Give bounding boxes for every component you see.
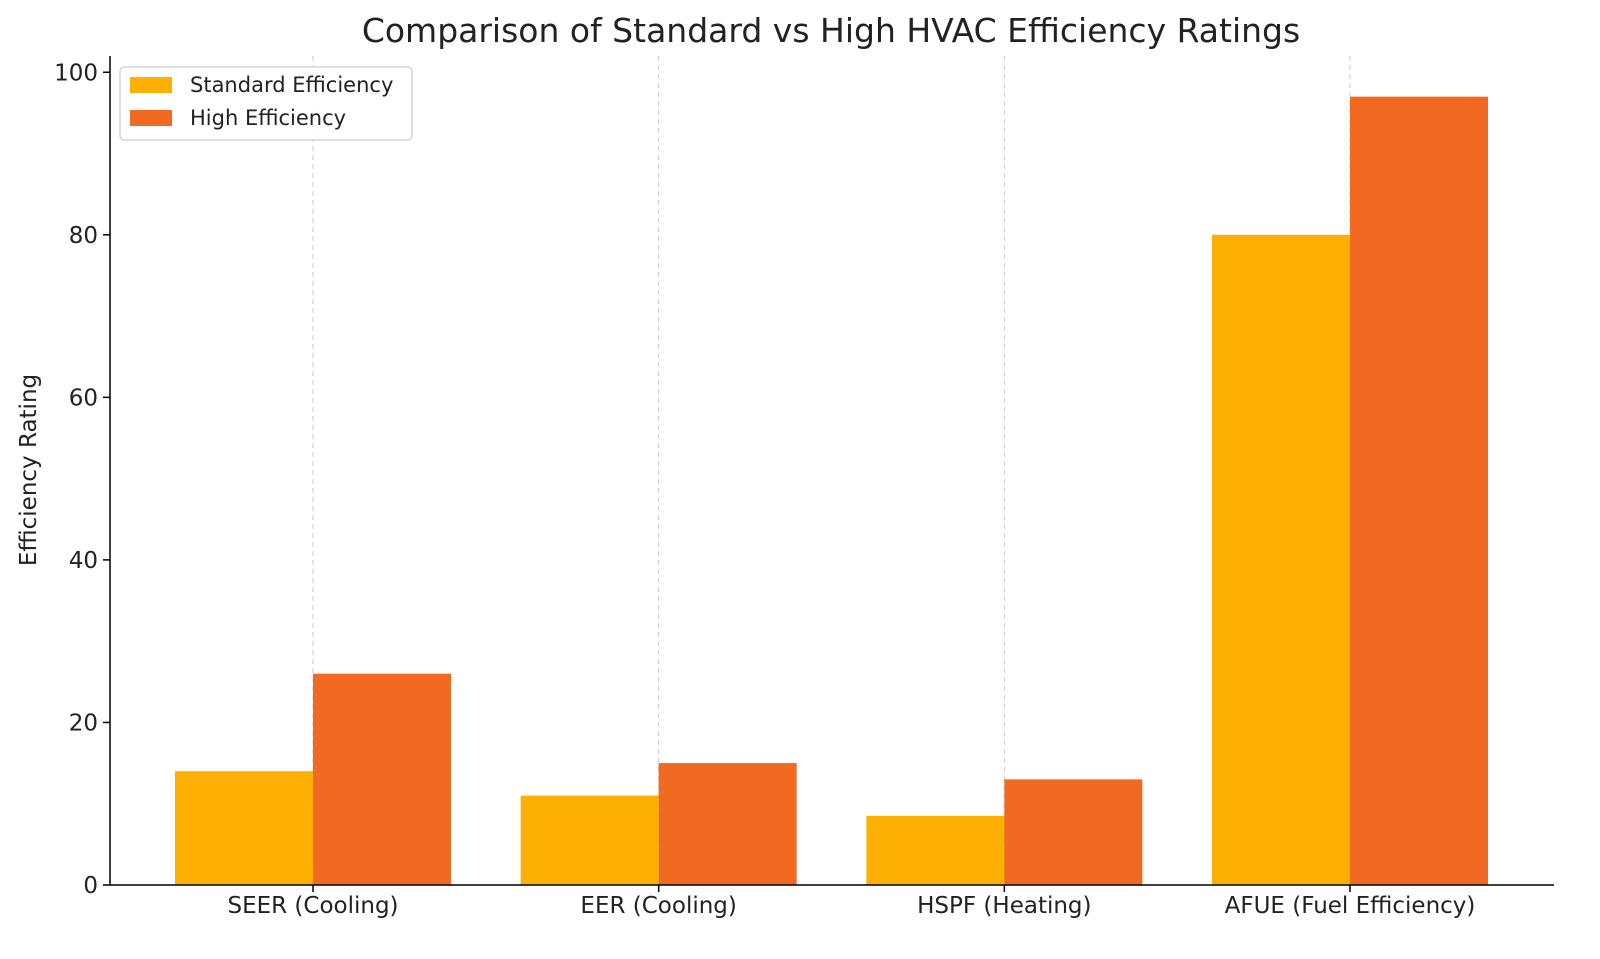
- bar-standard-1: [520, 795, 659, 885]
- y-tick-label: 40: [69, 548, 98, 574]
- x-tick-label: HSPF (Heating): [917, 893, 1091, 919]
- x-tick-label: AFUE (Fuel Efficiency): [1225, 893, 1476, 919]
- y-axis-label: Efficiency Rating: [16, 374, 42, 566]
- legend-swatch: [130, 77, 172, 93]
- y-tick-label: 80: [69, 223, 98, 249]
- y-tick-label: 0: [83, 873, 98, 899]
- legend: Standard Efficiency High Efficiency: [119, 66, 413, 141]
- bar-standard-2: [866, 815, 1005, 885]
- bar-high-2: [1004, 779, 1143, 885]
- legend-box: [119, 66, 413, 141]
- x-tick-label: SEER (Cooling): [227, 893, 398, 919]
- x-tick-label: EER (Cooling): [580, 893, 736, 919]
- legend-label: Standard Efficiency: [190, 73, 393, 97]
- bar-high-3: [1350, 96, 1488, 885]
- legend-swatch: [130, 110, 172, 126]
- y-tick-label: 20: [69, 710, 98, 736]
- y-tick-label: 100: [54, 60, 98, 86]
- bar-standard-3: [1212, 234, 1350, 885]
- grid-lines: [312, 56, 1351, 885]
- chart-title: Comparison of Standard vs High HVAC Effi…: [362, 11, 1300, 50]
- y-tick-label: 60: [69, 385, 98, 411]
- bar-standard-0: [175, 771, 313, 885]
- x-ticks: SEER (Cooling) EER (Cooling) HSPF (Heating…: [227, 885, 1475, 919]
- bars: [175, 96, 1488, 885]
- bar-high-0: [313, 673, 451, 885]
- bar-high-1: [658, 763, 797, 885]
- y-ticks: 0 20 40 60 80 100: [54, 60, 110, 899]
- legend-label: High Efficiency: [190, 106, 346, 130]
